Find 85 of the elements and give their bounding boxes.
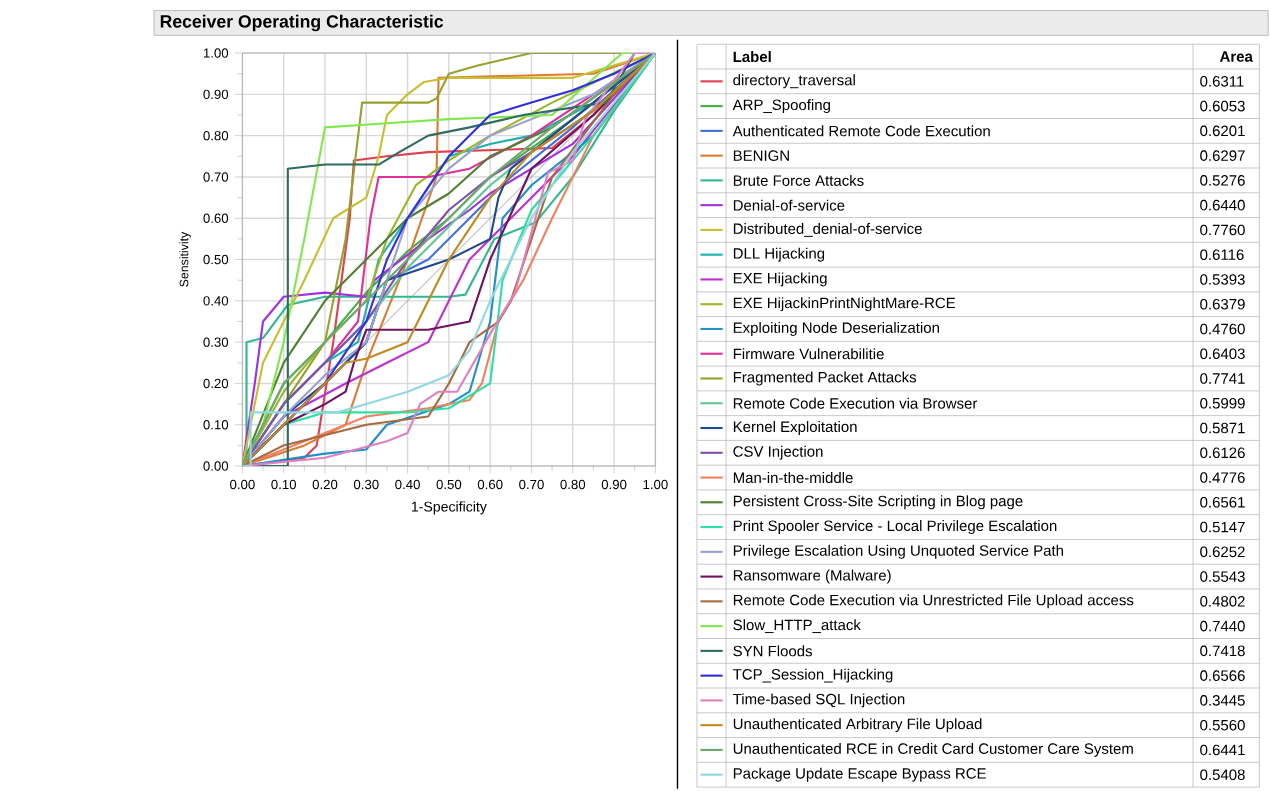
text: Area [1219,51,1253,62]
text: 0.3445 [1200,695,1245,706]
y-tick-label: 1.00 [203,48,229,58]
text: 0.6403 [1200,348,1245,360]
x-tick-label: 0.00 [230,479,255,490]
x-axis-title: 1-Specificity [411,501,487,515]
x-tick-label: 0.90 [601,479,627,490]
text: 0.4776 [1200,472,1245,484]
text: 0.6126 [1200,447,1245,459]
legend-label: DLL Hijacking [733,247,825,262]
legend-label: Unauthenticated RCE in Credit Card Customer Care System [733,743,1133,758]
text: 0.7760 [1200,224,1245,236]
legend-label: CSV Injection [733,445,823,460]
legend-label: Time-based SQL Injection [733,693,905,708]
x-tick-label: 0.20 [312,479,338,490]
y-tick-label: 0.00 [203,461,229,471]
text: 0.7741 [1200,373,1245,384]
legend-label: Denial-of-service [733,199,845,211]
legend-label: Brute Force Attacks [733,175,864,187]
legend-label: Remote Code Execution via Unrestricted File Upload access [733,594,1134,609]
x-tick-label: 0.40 [395,479,420,490]
legend-label: EXE Hijacking [733,272,827,287]
text: 0.6566 [1200,670,1245,682]
text: 0.7418 [1200,645,1245,657]
x-tick-label: 0.80 [560,479,586,490]
y-tick-label: 0.30 [203,337,229,348]
legend-label: Man-in-the-middle [733,472,853,484]
legend-label: Persistent Cross-Site Scripting in Blog page [733,495,1023,510]
legend-label: SYN Floods [733,645,813,657]
x-tick-label: 0.30 [353,479,379,490]
text: 0.6311 [1200,76,1244,87]
legend-label: ARP_Spoofing [732,99,830,114]
legend-label: Fragmented Packet Attacks [733,371,917,386]
legend-label: Privilege Escalation Using Unquoted Service Path [733,545,1063,559]
legend-label: Ransomware (Malware) [733,569,891,584]
text: Label [733,51,771,63]
x-tick-label: 1.00 [643,479,668,490]
text: 0.6053 [1200,101,1245,112]
text: 0.6252 [1200,546,1245,558]
legend-label: EXE HijackinPrintNightMare-RCE [733,297,956,312]
x-tick-label: 0.10 [271,479,297,490]
y-tick-label: 0.80 [203,131,229,141]
x-tick-label: 0.60 [477,479,503,490]
x-tick-label: 0.50 [436,479,462,490]
y-axis-title: Sensitivity [179,232,191,287]
text: 0.5408 [1200,769,1245,781]
text: 0.7440 [1200,621,1245,632]
legend-label: Print Spooler Service - Local Privilege Escalation [733,520,1057,535]
y-tick-label: 0.20 [203,378,229,389]
text: 0.5276 [1200,175,1245,186]
y-tick-label: 0.60 [203,213,229,224]
legend-label: Authenticated Remote Code Execution [732,125,990,137]
legend-label: Firmware Vulnerabilitie [733,348,884,360]
text: 0.4802 [1200,596,1245,607]
legend-label: directory_traversal [733,74,855,89]
text: 0.5543 [1200,571,1245,583]
legend-label: Remote Code Execution via Browser [733,397,978,409]
text: 0.5871 [1200,422,1245,434]
text: 0.6561 [1200,497,1245,508]
legend-label: Distributed_denial-of-service [733,223,922,238]
text: 0.6201 [1200,125,1245,137]
y-tick-label: 0.10 [203,420,229,430]
y-tick-label: 0.90 [203,89,229,100]
y-tick-label: 0.70 [203,172,229,182]
chart-title: Receiver Operating Characteristic [160,14,444,32]
legend-label: BENIGN [733,150,789,162]
legend-label: Exploiting Node Deserialization [733,322,939,337]
text: 0.5560 [1200,720,1245,731]
y-tick-label: 0.50 [203,255,229,265]
text: 0.5393 [1200,274,1245,285]
legend-label: TCP_Session_Hijacking [733,668,893,683]
legend-label: Unauthenticated Arbitrary File Upload [733,718,982,733]
legend-label: Package Update Escape Bypass RCE [733,767,986,782]
legend-label: Slow_HTTP_attack [733,619,861,634]
text: 0.6440 [1200,200,1245,211]
text: 0.5147 [1200,521,1245,533]
text: 0.4760 [1200,323,1245,335]
legend-label: Kernel Exploitation [733,421,857,436]
y-tick-label: 0.40 [203,296,229,306]
text: 0.5999 [1200,398,1245,409]
text: 0.6379 [1200,299,1245,310]
text: 0.6297 [1200,150,1245,162]
text: 0.6116 [1200,249,1244,261]
x-tick-label: 0.70 [519,479,544,490]
text: 0.6441 [1200,744,1245,756]
